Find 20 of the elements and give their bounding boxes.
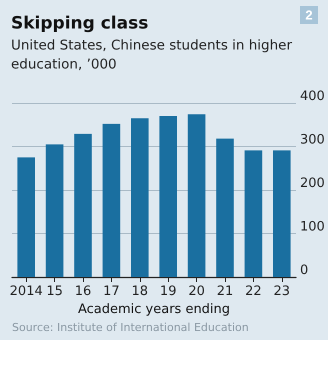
x-tick-label: 21: [216, 284, 234, 299]
x-tick-label: 22: [245, 284, 262, 299]
x-tick-label: 2014: [10, 284, 43, 299]
y-tick-label: 400: [300, 89, 325, 104]
y-tick-label: 200: [300, 176, 325, 191]
x-tick-label: 20: [188, 284, 205, 299]
x-tick-label: 23: [274, 284, 290, 299]
x-axis-title: Academic years ending: [78, 302, 230, 317]
x-tick-label: 15: [46, 284, 63, 299]
chart-title: Skipping class: [11, 14, 148, 34]
y-tick-label: 0: [300, 263, 308, 278]
x-tick-label: 17: [103, 284, 120, 299]
y-tick-label: 100: [300, 220, 325, 234]
source-note: Source: Institute of International Education: [12, 321, 249, 334]
chart-subtitle: United States, Chinese students in higher education, ’000: [11, 38, 296, 72]
x-tick-label: 19: [160, 284, 176, 299]
text: 2: [305, 8, 313, 22]
x-tick-label: 16: [74, 284, 92, 299]
x-tick-label: 18: [132, 284, 148, 299]
y-tick-label: 300: [300, 132, 325, 148]
